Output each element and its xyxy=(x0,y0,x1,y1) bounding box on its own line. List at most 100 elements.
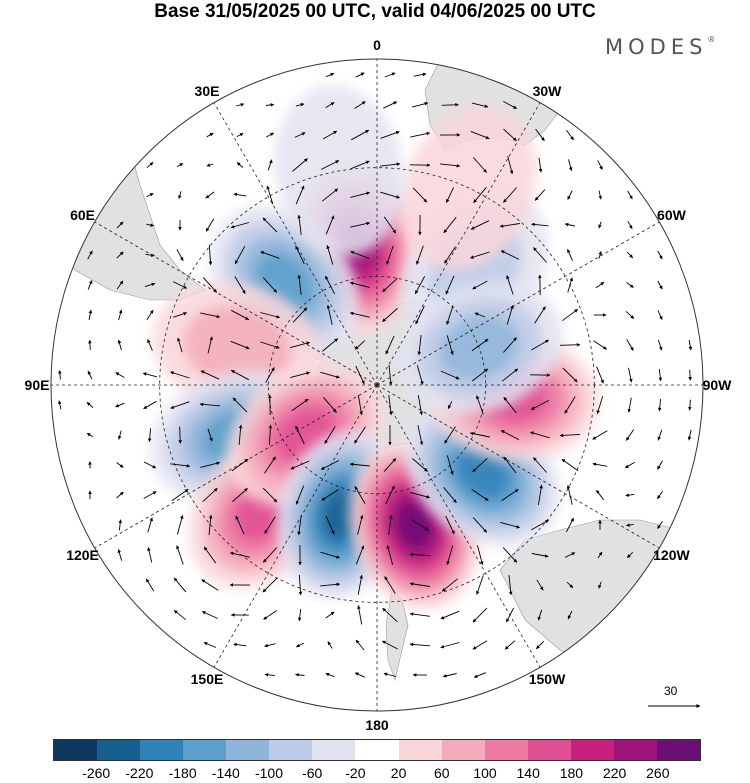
wind-vector xyxy=(354,426,366,444)
wind-vector xyxy=(412,458,428,472)
wind-vector xyxy=(505,607,515,623)
wind-vector xyxy=(566,484,573,505)
wind-vector xyxy=(626,339,634,351)
colorbar-swatch xyxy=(613,740,657,760)
longitude-label: 90W xyxy=(702,377,732,393)
wind-vector xyxy=(382,308,398,322)
wind-vector xyxy=(354,101,366,109)
colorbar-tick-label: 180 xyxy=(559,765,584,781)
wind-vector xyxy=(567,190,573,200)
wind-vector xyxy=(143,491,157,499)
wind-vector xyxy=(388,514,393,535)
colorbar-swatch xyxy=(54,740,98,760)
wind-vector xyxy=(535,640,545,650)
wind-vector xyxy=(323,397,337,413)
longitude-label: 150E xyxy=(190,671,224,688)
wind-vector xyxy=(325,102,335,108)
wind-vector xyxy=(596,366,604,384)
wind-vector xyxy=(500,521,521,529)
wind-vector xyxy=(595,281,605,289)
longitude-label: 120E xyxy=(66,547,99,563)
wind-vector xyxy=(320,371,340,379)
wind-vector xyxy=(146,309,154,321)
wind-vector xyxy=(200,461,221,468)
wind-vector xyxy=(325,72,335,78)
wind-vector xyxy=(446,455,454,475)
colorbar-tick-label: -180 xyxy=(168,765,197,781)
wind-vector xyxy=(503,337,517,353)
wind-vector xyxy=(592,462,608,467)
wind-vector xyxy=(412,187,428,203)
wind-vector xyxy=(597,160,603,170)
wind-vector xyxy=(146,192,154,198)
colorbar xyxy=(53,739,701,761)
wind-vector xyxy=(87,250,93,260)
wind-vector xyxy=(205,218,215,232)
wind-vector xyxy=(146,223,155,227)
wind-vector xyxy=(295,485,305,505)
wind-vector xyxy=(234,245,246,265)
wind-vector xyxy=(503,456,517,474)
wind-vector xyxy=(146,161,154,169)
longitude-label: 120W xyxy=(653,547,690,563)
wind-vector xyxy=(657,429,663,441)
wind-vector xyxy=(471,338,489,352)
wind-vector xyxy=(350,250,370,259)
wind-vector xyxy=(295,642,304,648)
wind-vector xyxy=(592,430,608,440)
wind-vector xyxy=(86,402,94,408)
wind-vector xyxy=(297,214,302,235)
colorbar-tick-label: -220 xyxy=(125,765,154,781)
wind-vector xyxy=(411,519,429,531)
colorbar-swatch xyxy=(140,740,184,760)
colorbar-tick-label: -60 xyxy=(302,765,323,781)
wind-vector xyxy=(238,424,243,446)
wind-vector xyxy=(349,462,370,467)
wind-vector xyxy=(260,251,280,259)
wind-vector xyxy=(235,103,245,107)
wind-vector xyxy=(327,641,333,649)
wind-vector xyxy=(236,162,244,168)
registered-mark: ® xyxy=(707,35,716,44)
wind-vector xyxy=(444,246,456,264)
wind-vector xyxy=(116,491,124,499)
wind-vector xyxy=(440,370,460,380)
wind-vector xyxy=(503,396,517,414)
wind-vector xyxy=(322,130,338,140)
meridian-line xyxy=(376,221,660,386)
meridian-line xyxy=(376,384,660,549)
colorbar-tick-label: 20 xyxy=(390,765,407,781)
wind-vector xyxy=(657,339,663,351)
meridian-line xyxy=(94,384,378,549)
wind-vector xyxy=(380,162,401,167)
wind-vector xyxy=(58,400,62,410)
wind-vector xyxy=(203,546,217,564)
wind-vector xyxy=(388,364,393,386)
wind-vector xyxy=(472,517,488,533)
wind-vector xyxy=(208,514,213,535)
anomaly-contour xyxy=(455,448,509,499)
wind-vector xyxy=(657,521,663,529)
colorbar-swatch xyxy=(656,740,700,760)
wind-vector xyxy=(170,371,190,379)
wind-vector xyxy=(562,308,578,322)
wind-vector xyxy=(147,428,152,443)
wind-vector xyxy=(233,192,247,197)
wind-vector xyxy=(383,458,397,472)
wind-vector xyxy=(476,395,484,415)
wind-vector xyxy=(325,275,335,295)
wind-vector xyxy=(534,306,546,324)
anomaly-layer xyxy=(150,85,600,610)
wind-vector xyxy=(564,552,576,558)
wind-vector xyxy=(567,610,573,620)
wind-vector xyxy=(145,578,155,592)
wind-vector xyxy=(443,216,457,234)
wind-vector xyxy=(564,222,575,227)
wind-vector xyxy=(206,163,214,167)
wind-vector xyxy=(290,341,311,349)
wind-vector xyxy=(171,488,189,502)
wind-vector xyxy=(414,275,426,295)
wind-vector xyxy=(207,336,213,354)
wind-vector xyxy=(321,489,339,501)
